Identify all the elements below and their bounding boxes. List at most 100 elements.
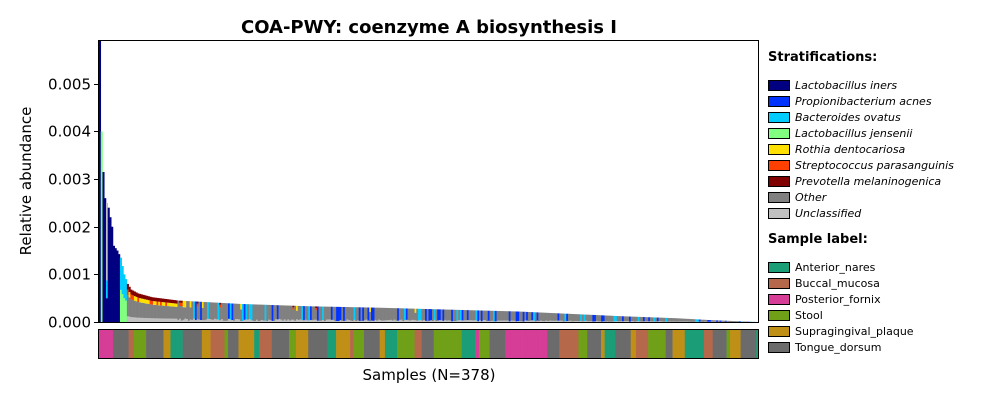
- bar-segment: [437, 320, 440, 322]
- bar-segment: [588, 314, 591, 322]
- bar-segment: [309, 319, 312, 322]
- bar-segment: [269, 320, 272, 322]
- bar-segment: [444, 319, 447, 322]
- legend-swatch: [768, 325, 790, 337]
- bar-segment: [592, 321, 595, 322]
- bar-segment: [133, 300, 136, 318]
- bar-segment: [482, 320, 485, 322]
- bar-segment: [154, 304, 157, 319]
- bar-segment: [540, 320, 543, 322]
- bar-segment: [261, 304, 264, 320]
- bar-segment: [377, 307, 380, 320]
- bar-segment: [700, 319, 703, 322]
- sample-label-cell: [289, 330, 297, 358]
- bar-segment: [228, 318, 231, 322]
- bar-segment: [357, 307, 360, 321]
- bar-segment: [219, 302, 222, 305]
- bar-segment: [386, 307, 389, 321]
- bar-segment: [503, 320, 506, 322]
- bar-segment: [681, 318, 684, 322]
- bar-segment: [672, 318, 675, 322]
- bar-segment: [350, 307, 353, 321]
- bar-segment: [116, 250, 119, 322]
- bar-segment: [292, 307, 295, 310]
- bar-segment: [639, 316, 642, 322]
- bar-segment: [576, 321, 579, 322]
- y-axis-label: Relative abundance: [17, 107, 35, 256]
- bar-segment: [126, 283, 129, 290]
- bar-segment: [412, 319, 415, 322]
- bar-segment: [533, 320, 536, 322]
- bar-segment: [615, 321, 618, 322]
- bar-segment: [728, 320, 731, 322]
- bar-segment: [343, 307, 346, 321]
- bar-segment: [219, 307, 222, 321]
- bar-segment: [475, 320, 478, 322]
- bar-segment: [121, 266, 124, 295]
- bar-segment: [294, 305, 297, 321]
- bar-segment: [147, 296, 150, 301]
- bar-segment: [276, 319, 279, 322]
- bar-segment: [463, 320, 466, 322]
- sample-label-cell: [271, 330, 290, 358]
- bar-segment: [580, 320, 583, 322]
- bar-segment: [179, 306, 182, 319]
- bar-segment: [112, 245, 115, 322]
- bar-segment: [139, 317, 142, 322]
- bar-segment: [733, 321, 736, 322]
- bar-segment: [273, 305, 276, 321]
- bar-segment: [144, 299, 147, 304]
- bar-segment: [536, 312, 539, 321]
- bar-segment: [170, 303, 173, 307]
- bar-segment: [166, 318, 170, 322]
- sample-label-cell: [547, 330, 560, 358]
- bar-segment: [477, 321, 480, 322]
- bar-segment: [125, 300, 128, 322]
- legend-swatch: [768, 159, 790, 171]
- bar-segment: [583, 314, 586, 322]
- bar-segment: [534, 321, 537, 322]
- bar-segment: [290, 305, 293, 320]
- bar-segment: [302, 306, 306, 321]
- bar-segment: [595, 315, 598, 321]
- bar-segment: [444, 309, 447, 320]
- bar-segment: [719, 320, 722, 322]
- bar-segment: [147, 300, 150, 304]
- bar-segment: [670, 318, 673, 322]
- bar-segment: [226, 303, 229, 321]
- sample-label-cell: [559, 330, 579, 358]
- sample-label-cell: [414, 330, 422, 358]
- bar-segment: [472, 320, 475, 322]
- bar-segment: [653, 317, 656, 322]
- bar-segment: [100, 131, 103, 322]
- bar-segment: [156, 301, 159, 306]
- y-axis: 0.000 0.001 0.002 0.003 0.004 0.005: [48, 76, 99, 332]
- bar-segment: [435, 309, 438, 322]
- bar-segment: [590, 321, 593, 322]
- sample-label-legend-item: Anterior_nares: [768, 259, 996, 275]
- bar-segment: [391, 320, 394, 322]
- bar-segment: [193, 318, 196, 322]
- bar-segment: [262, 304, 265, 321]
- bar-segment: [388, 320, 391, 322]
- bar-segment: [337, 306, 340, 322]
- bar-segment: [142, 298, 145, 303]
- bar-segment: [397, 308, 400, 321]
- sample-label-cell: [475, 330, 480, 358]
- bar-segment: [215, 319, 218, 322]
- bar-segment: [280, 305, 283, 320]
- bar-segment: [547, 312, 550, 321]
- bar-segment: [440, 320, 443, 322]
- bar-segment: [454, 309, 457, 322]
- bar-segment: [221, 319, 224, 322]
- bar-segment: [360, 307, 363, 321]
- bar-segment: [379, 307, 382, 321]
- bar-segment: [336, 321, 339, 322]
- bar-segment: [172, 318, 175, 322]
- bar-segment: [203, 302, 206, 321]
- bar-segment: [585, 314, 588, 321]
- bar-segment: [170, 306, 173, 319]
- bar-segment: [240, 321, 243, 322]
- bar-segment: [247, 319, 250, 322]
- bar-segment: [628, 316, 632, 322]
